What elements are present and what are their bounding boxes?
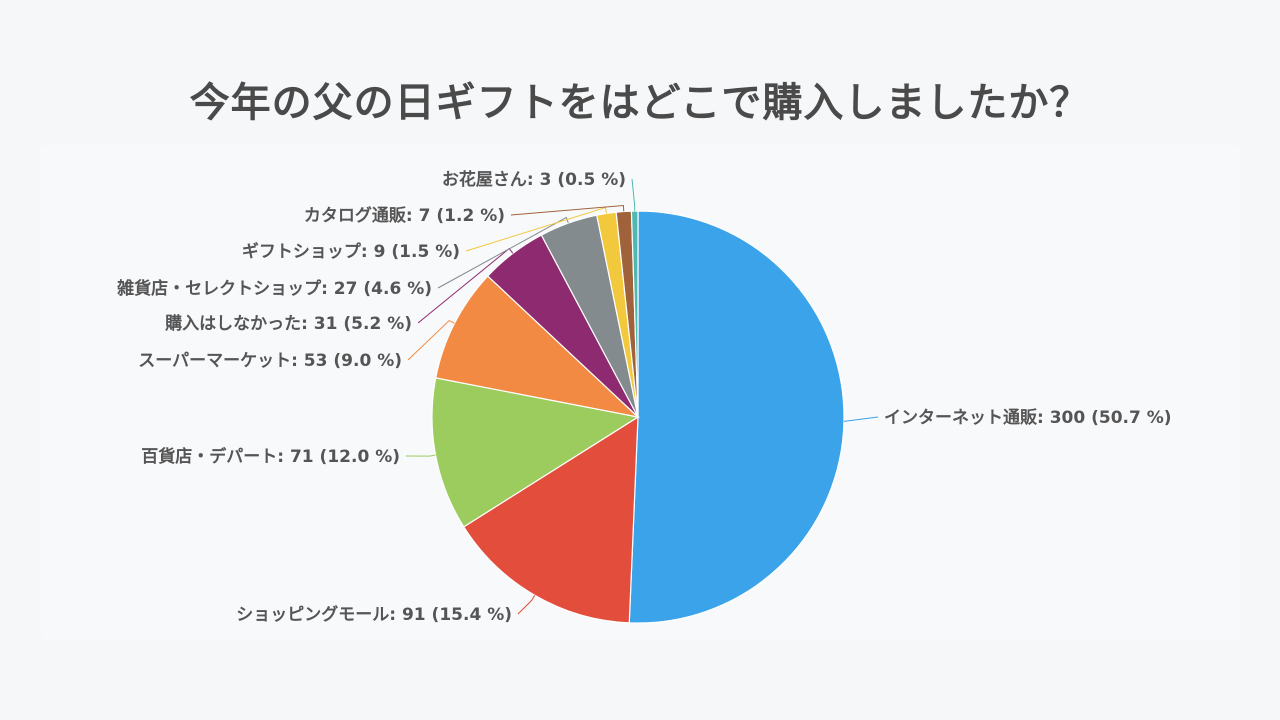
slice-label: 百貨店・デパート: 71 (12.0 %) (141, 446, 400, 467)
leader-line (510, 204, 625, 216)
slice-label: ギフトショップ: 9 (1.5 %) (242, 241, 460, 262)
leader-line (843, 416, 879, 422)
pie-slice (462, 415, 639, 624)
slice-label: お花屋さん: 3 (0.5 %) (442, 169, 626, 190)
pie-slice (431, 377, 640, 528)
slice-label: インターネット通販: 300 (50.7 %) (884, 407, 1172, 428)
slice-label: スーパーマーケット: 53 (9.0 %) (138, 351, 402, 371)
leader-line (407, 319, 455, 361)
slice-label: 購入はしなかった: 31 (5.2 %) (165, 313, 412, 334)
slice-label: 雑貨店・セレクトショップ: 27 (4.6 %) (116, 278, 432, 299)
slice-label: ショッピングモール: 91 (15.4 %) (236, 604, 512, 625)
slice-label: カタログ通販: 7 (1.2 %) (304, 205, 505, 226)
leader-line (437, 216, 569, 289)
leader-line (517, 594, 536, 615)
leader-line (405, 454, 436, 457)
pie-slice (435, 275, 640, 418)
leader-line (631, 178, 636, 212)
chart-title: 今年の父の日ギフトをはどこで購入しましたか？ (189, 80, 1091, 126)
pie-slice (628, 210, 845, 624)
